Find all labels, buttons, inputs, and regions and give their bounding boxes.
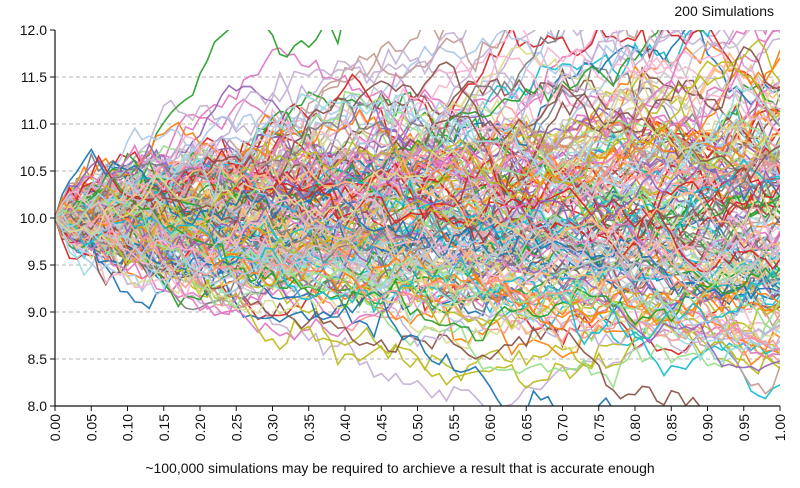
simulation-line xyxy=(55,184,780,284)
x-tick-label: 0.95 xyxy=(736,414,752,441)
simulation-line xyxy=(55,143,780,268)
simulation-line xyxy=(55,90,780,236)
simulation-line xyxy=(55,217,780,293)
simulation-line xyxy=(55,30,342,219)
chart-caption: ~100,000 simulations may be required to … xyxy=(145,460,655,476)
y-tick-label: 9.5 xyxy=(28,257,48,273)
simulation-line xyxy=(55,204,780,316)
x-axis-ticks: 0.00 0.05 0.10 0.15 0.20 0.25 0.30 0.35 0.40 0.45… xyxy=(47,406,788,441)
simulation-line xyxy=(55,60,780,244)
y-tick-label: 11.5 xyxy=(21,69,47,85)
y-tick-label: 8.5 xyxy=(28,351,48,367)
x-tick-label: 0.05 xyxy=(83,414,99,441)
simulation-line xyxy=(55,217,613,406)
simulation-line xyxy=(55,142,780,372)
simulation-line xyxy=(55,30,560,225)
y-tick-label: 11.0 xyxy=(21,116,47,132)
simulation-line xyxy=(55,50,780,219)
x-tick-label: 0.85 xyxy=(663,414,679,441)
simulation-line xyxy=(55,217,780,406)
y-axis-ticks: 8.0 8.5 9.0 9.5 10.0 10.5 11.0 11.5 12.0 xyxy=(20,22,55,414)
x-tick-label: 0.20 xyxy=(192,414,208,441)
x-tick-label: 0.60 xyxy=(482,414,498,441)
y-tick-label: 8.0 xyxy=(28,398,48,414)
simulation-line xyxy=(55,39,780,252)
x-tick-label: 0.55 xyxy=(446,414,462,441)
x-tick-label: 0.90 xyxy=(700,414,716,441)
x-tick-label: 0.10 xyxy=(120,414,136,441)
simulation-line xyxy=(55,136,780,285)
x-tick-label: 0.45 xyxy=(373,414,389,441)
simulation-line xyxy=(55,147,780,301)
x-tick-label: 1.00 xyxy=(772,414,788,441)
x-tick-label: 0.00 xyxy=(47,414,63,441)
x-tick-label: 0.70 xyxy=(555,414,571,441)
simulation-line xyxy=(55,158,780,279)
chart-title: 200 Simulations xyxy=(674,3,774,19)
x-tick-label: 0.80 xyxy=(627,414,643,441)
x-tick-label: 0.50 xyxy=(410,414,426,441)
x-tick-label: 0.30 xyxy=(265,414,281,441)
simulation-series xyxy=(55,30,780,406)
y-tick-label: 10.5 xyxy=(20,163,47,179)
simulation-line xyxy=(55,30,776,221)
y-tick-label: 10.0 xyxy=(20,210,47,226)
x-tick-label: 0.35 xyxy=(301,414,317,441)
x-tick-label: 0.15 xyxy=(156,414,172,441)
x-tick-label: 0.40 xyxy=(337,414,353,441)
simulation-line xyxy=(55,147,780,242)
simulation-line xyxy=(55,215,780,351)
y-tick-label: 12.0 xyxy=(20,22,47,38)
simulation-line xyxy=(55,85,780,228)
simulation-line xyxy=(55,121,780,224)
simulation-line xyxy=(55,30,780,234)
x-tick-label: 0.25 xyxy=(228,414,244,441)
simulation-line xyxy=(55,119,780,251)
simulation-line xyxy=(55,217,701,406)
simulation-line xyxy=(55,30,680,219)
simulation-line xyxy=(55,30,662,219)
simulation-line xyxy=(55,162,780,263)
simulation-line xyxy=(55,217,780,343)
x-tick-label: 0.65 xyxy=(518,414,534,441)
simulation-line xyxy=(55,217,780,376)
simulation-line xyxy=(55,195,780,328)
simulation-line xyxy=(55,216,780,346)
simulation-line xyxy=(55,45,780,249)
y-tick-label: 9.0 xyxy=(28,304,48,320)
simulation-line xyxy=(55,30,780,219)
simulation-line xyxy=(55,190,780,285)
x-tick-label: 0.75 xyxy=(591,414,607,441)
